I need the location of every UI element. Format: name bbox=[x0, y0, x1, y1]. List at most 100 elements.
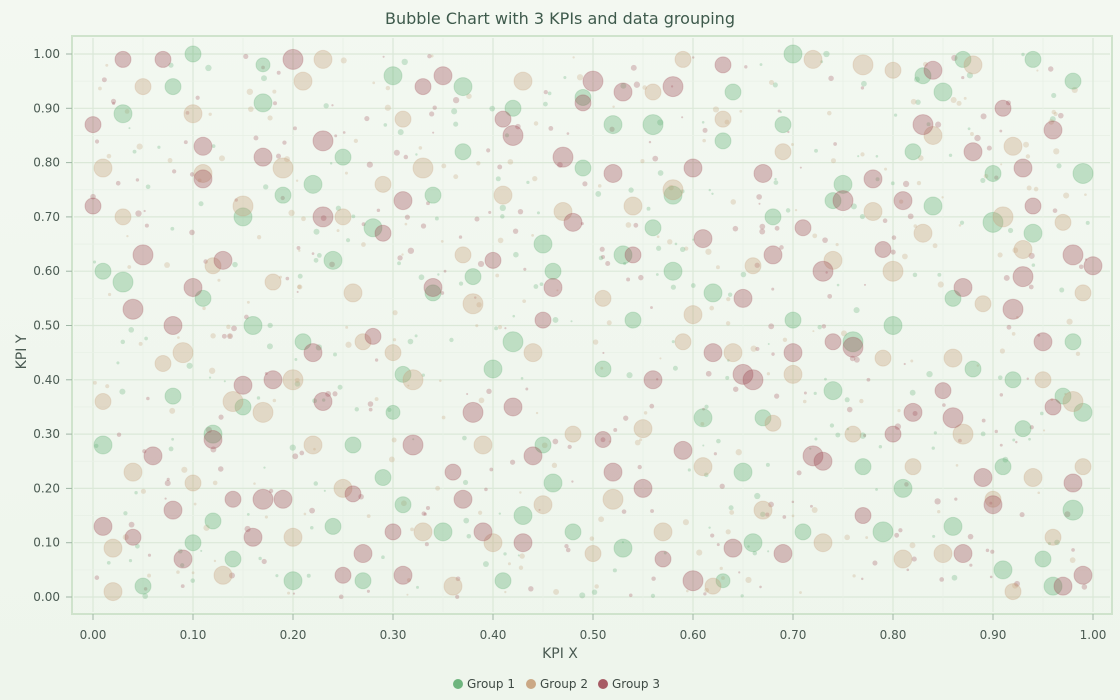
background-dot bbox=[650, 306, 653, 309]
background-dot bbox=[234, 198, 238, 202]
background-dot bbox=[1084, 193, 1087, 197]
background-dot bbox=[613, 428, 618, 432]
bubble-group-2 bbox=[1054, 213, 1072, 231]
legend-item-group-1[interactable]: Group 1 bbox=[453, 677, 515, 691]
bubble-group-1 bbox=[733, 462, 753, 482]
bubble-group-1 bbox=[1054, 387, 1072, 405]
background-dot bbox=[94, 575, 100, 580]
background-dot bbox=[719, 483, 725, 489]
background-dot bbox=[430, 54, 434, 58]
background-dot bbox=[488, 210, 492, 214]
background-dot bbox=[272, 89, 277, 94]
background-dot bbox=[1002, 456, 1009, 463]
background-dot bbox=[679, 246, 686, 253]
background-dot bbox=[703, 592, 707, 596]
bubble-group-1 bbox=[984, 164, 1002, 182]
background-dot bbox=[913, 224, 918, 228]
background-dot bbox=[782, 515, 787, 519]
background-dot bbox=[705, 370, 712, 377]
background-dot bbox=[799, 591, 802, 594]
background-dot bbox=[980, 431, 986, 437]
background-dot bbox=[334, 134, 338, 138]
background-dot bbox=[799, 166, 802, 169]
background-dot bbox=[656, 378, 659, 381]
background-dot bbox=[1012, 247, 1019, 254]
background-dot bbox=[1066, 318, 1073, 325]
background-dot bbox=[681, 116, 684, 119]
background-dot bbox=[902, 180, 910, 188]
bubble-group-3 bbox=[183, 277, 203, 297]
background-dot bbox=[507, 159, 514, 165]
bubble-group-1 bbox=[184, 45, 202, 63]
bubble-group-3 bbox=[313, 392, 333, 412]
background-dot bbox=[872, 560, 878, 566]
background-dot bbox=[687, 468, 691, 472]
background-dot bbox=[672, 365, 678, 371]
legend-item-group-3[interactable]: Group 3 bbox=[598, 677, 660, 691]
background-dot bbox=[181, 466, 188, 473]
background-dot bbox=[93, 260, 97, 264]
background-dot bbox=[623, 262, 627, 266]
background-dot bbox=[164, 497, 167, 500]
background-dot bbox=[656, 245, 662, 251]
background-dot bbox=[648, 140, 652, 144]
bubble-group-1 bbox=[613, 245, 633, 265]
background-dot bbox=[435, 485, 441, 491]
background-dot bbox=[92, 380, 97, 385]
bubble-group-2 bbox=[882, 260, 904, 282]
bubble-group-3 bbox=[282, 48, 304, 70]
bubble-group-2 bbox=[1034, 371, 1052, 389]
background-dot bbox=[931, 446, 935, 450]
background-dot bbox=[1005, 100, 1011, 106]
background-dot bbox=[728, 505, 734, 511]
bubble-group-1 bbox=[764, 208, 782, 226]
background-dot bbox=[716, 438, 721, 444]
bubble-group-1 bbox=[255, 57, 271, 73]
background-dot bbox=[894, 423, 902, 430]
background-dot bbox=[120, 339, 126, 345]
background-dot bbox=[246, 300, 250, 304]
background-dot bbox=[567, 444, 572, 449]
background-dot bbox=[999, 129, 1003, 133]
background-dot bbox=[682, 519, 689, 526]
bubble-group-1 bbox=[324, 517, 342, 535]
background-dot bbox=[935, 121, 942, 128]
background-dot bbox=[504, 590, 507, 594]
background-dot bbox=[232, 261, 238, 268]
background-dot bbox=[939, 577, 945, 582]
background-dot bbox=[835, 242, 839, 247]
background-dot bbox=[725, 529, 731, 535]
bubble-group-3 bbox=[534, 311, 552, 329]
background-dot bbox=[218, 414, 224, 420]
bubble-group-1 bbox=[743, 533, 763, 553]
legend-item-group-2[interactable]: Group 2 bbox=[526, 677, 588, 691]
bubble-group-3 bbox=[393, 191, 413, 211]
background-dot bbox=[306, 573, 311, 578]
background-dot bbox=[779, 245, 784, 250]
background-dots bbox=[90, 50, 1090, 600]
background-dot bbox=[497, 325, 503, 330]
background-dot bbox=[267, 322, 273, 329]
background-dot bbox=[849, 355, 856, 362]
background-dot bbox=[926, 122, 931, 127]
background-dot bbox=[279, 275, 283, 279]
bubble-group-2 bbox=[1023, 468, 1043, 488]
background-dot bbox=[345, 325, 349, 329]
bubble-group-1 bbox=[483, 359, 503, 379]
bubble-group-1 bbox=[754, 409, 772, 427]
background-dot bbox=[289, 444, 296, 451]
background-dot bbox=[212, 480, 218, 486]
background-dot bbox=[564, 543, 569, 549]
bubble-group-1 bbox=[224, 550, 242, 568]
bubble-group-3 bbox=[1043, 120, 1063, 140]
background-dot bbox=[311, 252, 315, 255]
background-dot bbox=[1015, 440, 1018, 444]
background-dot bbox=[609, 126, 615, 132]
background-dot bbox=[551, 462, 558, 468]
bubble-group-3 bbox=[374, 224, 392, 242]
background-dot bbox=[525, 387, 529, 391]
background-dot bbox=[986, 145, 992, 151]
background-dot bbox=[474, 296, 477, 299]
background-dot bbox=[833, 142, 837, 146]
background-dot bbox=[503, 552, 507, 556]
